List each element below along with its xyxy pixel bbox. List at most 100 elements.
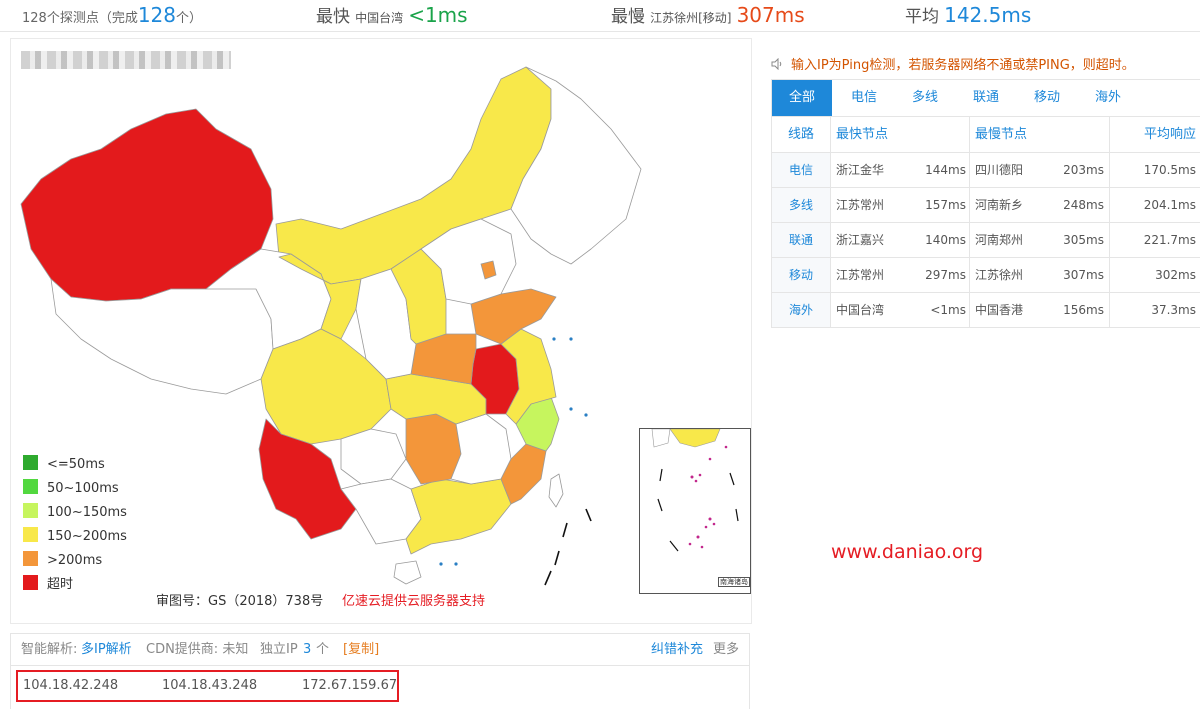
smart-resolve-label: 智能解析: — [21, 642, 78, 657]
region-yunnan[interactable] — [258, 418, 357, 540]
probe-count-prefix: 128个探测点（完成 — [22, 11, 138, 26]
region-fujian[interactable] — [500, 443, 547, 505]
row-line-type: 电信 — [772, 153, 830, 187]
tab-mobile[interactable]: 移动 — [1033, 90, 1060, 105]
row-slow-ms: 307ms — [1063, 268, 1104, 282]
ip-address: 172.67.159.67 — [302, 678, 398, 693]
row-fast-node: 中国台湾 — [836, 303, 885, 317]
region-hebei[interactable] — [420, 218, 517, 305]
row-line-type: 海外 — [772, 293, 830, 327]
tab-multiline[interactable]: 多线 — [911, 90, 938, 105]
row-avg: 170.5ms — [1143, 163, 1196, 177]
legend-label: 超时 — [47, 577, 74, 592]
row-slow-node: 江苏徐州 — [975, 268, 1024, 282]
smart-resolve-link[interactable]: 多IP解析 — [81, 642, 132, 657]
average-stat: 平均 142.5ms — [905, 0, 1031, 32]
region-jiangxi[interactable] — [450, 413, 512, 485]
row-line-type: 联通 — [772, 223, 830, 257]
probe-count-number: 128 — [137, 3, 177, 27]
row-slow-node: 河南郑州 — [975, 233, 1024, 247]
fastest-stat: 最快 中国台湾 <1ms — [316, 0, 468, 32]
header-average: 平均响应 — [1143, 127, 1196, 142]
region-shandong[interactable] — [470, 288, 557, 345]
summary-bar: 128个探测点（完成128个） 最快 中国台湾 <1ms 最慢 江苏徐州[移动]… — [0, 0, 1200, 32]
region-taiwan[interactable] — [548, 473, 564, 508]
legend-item: >200ms — [23, 549, 127, 573]
row-slow-ms: 248ms — [1063, 198, 1104, 212]
map-legend: <=50ms 50~100ms 100~150ms 150~200ms >200… — [23, 453, 127, 597]
dns-info-row: 智能解析: 多IP解析 CDN提供商: 未知 独立IP 3 个 [复制] 纠错补… — [11, 634, 749, 666]
row-slow-ms: 156ms — [1063, 303, 1104, 317]
table-header-row: 线路 最快节点 最慢节点 平均响应 — [772, 117, 1200, 153]
region-northeast[interactable] — [510, 66, 642, 265]
tab-telecom[interactable]: 电信 — [850, 90, 877, 105]
row-fast-node: 浙江金华 — [836, 163, 885, 177]
more-link[interactable]: 更多 — [713, 642, 740, 657]
tab-unicom[interactable]: 联通 — [972, 90, 999, 105]
row-avg: 302ms — [1155, 268, 1196, 282]
probe-count-suffix: 个） — [176, 11, 203, 26]
line-type-tabs: 全部 电信 多线 联通 移动 海外 — [771, 79, 1200, 117]
tab-all[interactable]: 全部 — [772, 80, 832, 116]
unique-ip-label: 独立IP — [260, 642, 298, 657]
inset-map — [651, 429, 739, 552]
average-label: 平均 — [905, 7, 939, 27]
fastest-label: 最快 — [316, 7, 350, 27]
row-avg: 221.7ms — [1143, 233, 1196, 247]
table-row: 多线 江苏常州 157ms 河南新乡 248ms 204.1ms — [772, 188, 1200, 223]
row-slow-ms: 203ms — [1063, 163, 1104, 177]
row-fast-ms: 157ms — [925, 198, 966, 212]
sponsor-link[interactable]: 亿速云提供云服务器支持 — [342, 594, 486, 609]
legend-label: <=50ms — [47, 457, 105, 472]
map-review-number: 审图号：GS（2018）738号 — [156, 594, 324, 609]
slowest-stat: 最慢 江苏徐州[移动] 307ms — [611, 0, 805, 32]
row-slow-ms: 305ms — [1063, 233, 1104, 247]
tab-overseas[interactable]: 海外 — [1094, 90, 1121, 105]
row-avg: 37.3ms — [1151, 303, 1196, 317]
legend-swatch — [23, 527, 38, 542]
region-guizhou[interactable] — [340, 428, 407, 485]
row-slow-node: 河南新乡 — [975, 198, 1024, 212]
slowest-label: 最慢 — [611, 7, 645, 27]
slowest-value: 307ms — [736, 3, 805, 27]
legend-item: 超时 — [23, 573, 127, 597]
row-fast-ms: 140ms — [925, 233, 966, 247]
region-henan[interactable] — [410, 333, 477, 385]
average-value: 142.5ms — [944, 3, 1032, 27]
unique-ip-count: 3 — [303, 642, 312, 657]
region-guangdong[interactable] — [405, 478, 512, 555]
legend-swatch — [23, 503, 38, 518]
correct-link[interactable]: 纠错补充 — [651, 642, 704, 657]
row-line-type: 多线 — [772, 188, 830, 222]
inset-label: 南海诸岛 — [718, 577, 750, 587]
ip-list-highlight: 104.18.42.248 104.18.43.248 172.67.159.6… — [16, 670, 399, 702]
ip-address: 104.18.42.248 — [23, 678, 119, 693]
south-china-sea-inset: 南海诸岛 — [639, 428, 751, 594]
legend-swatch — [23, 575, 38, 590]
sea-labels — [439, 337, 588, 566]
row-fast-ms: 144ms — [925, 163, 966, 177]
copy-button[interactable]: [复制] — [343, 642, 380, 657]
row-slow-node: 中国香港 — [975, 303, 1024, 317]
ping-notice-text: 输入IP为Ping检测，若服务器网络不通或禁PING，则超时。 — [791, 58, 1135, 73]
site-watermark: www.daniao.org — [831, 541, 984, 563]
row-fast-node: 浙江嘉兴 — [836, 233, 885, 247]
row-fast-ms: 297ms — [925, 268, 966, 282]
region-hainan[interactable] — [393, 560, 422, 585]
table-row: 电信 浙江金华 144ms 四川德阳 203ms 170.5ms — [772, 153, 1200, 188]
region-hunan[interactable] — [405, 413, 462, 485]
legend-label: >200ms — [47, 553, 103, 568]
boundary-dashes — [544, 508, 592, 586]
probe-count: 128个探测点（完成128个） — [22, 0, 202, 32]
legend-swatch — [23, 455, 38, 470]
blurred-title — [21, 51, 231, 69]
fastest-location: 中国台湾 — [355, 11, 404, 25]
legend-swatch — [23, 479, 38, 494]
region-beijing[interactable] — [480, 260, 497, 280]
row-line-type: 移动 — [772, 258, 830, 292]
unique-ip-unit: 个 — [316, 642, 330, 657]
region-jiangsu[interactable] — [500, 328, 557, 425]
slowest-location: 江苏徐州[移动] — [650, 11, 732, 25]
legend-item: 150~200ms — [23, 525, 127, 549]
legend-item: 100~150ms — [23, 501, 127, 525]
